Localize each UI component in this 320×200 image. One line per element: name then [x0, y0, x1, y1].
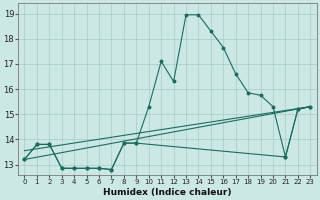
- X-axis label: Humidex (Indice chaleur): Humidex (Indice chaleur): [103, 188, 232, 197]
